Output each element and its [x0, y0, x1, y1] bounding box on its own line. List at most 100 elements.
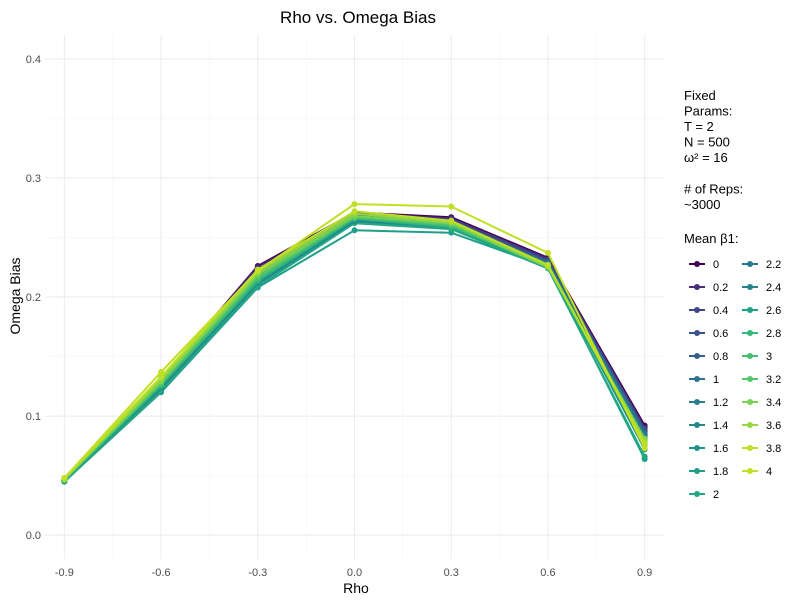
side-text-line: ~3000 — [684, 197, 721, 212]
data-point — [158, 373, 165, 380]
y-tick-label: 0.1 — [26, 411, 41, 423]
legend-label: 1 — [713, 374, 719, 386]
data-point — [158, 369, 165, 376]
x-tick-label: 0.9 — [637, 567, 652, 579]
legend-item-1.4: 1.4 — [689, 420, 728, 432]
x-tick-label: 0.3 — [444, 567, 459, 579]
y-tick-label: 0.3 — [26, 173, 41, 185]
data-point — [448, 217, 455, 224]
data-point — [448, 203, 455, 210]
legend-item-3.2: 3.2 — [742, 374, 781, 386]
legend-item-0.4: 0.4 — [689, 305, 728, 317]
x-tick-label: -0.9 — [55, 567, 74, 579]
side-text-line: Params: — [684, 104, 732, 119]
chart-title: Rho vs. Omega Bias — [280, 8, 436, 27]
legend-key-point — [747, 376, 753, 382]
legend-item-1.2: 1.2 — [689, 397, 728, 409]
side-text-line: # of Reps: — [684, 182, 743, 197]
legend-item-0: 0 — [689, 259, 719, 271]
legend-item-1: 1 — [689, 374, 719, 386]
legend-item-2.2: 2.2 — [742, 259, 781, 271]
data-point — [351, 201, 358, 208]
grid — [45, 35, 664, 559]
legend-label: 3 — [766, 351, 772, 363]
legend-label: 1.2 — [713, 397, 728, 409]
x-tick-label: -0.6 — [152, 567, 171, 579]
data-point — [61, 475, 68, 482]
legend-label: 2.6 — [766, 305, 781, 317]
legend-key-point — [694, 353, 700, 359]
legend-item-2.8: 2.8 — [742, 328, 781, 340]
legend-label: 0.4 — [713, 305, 728, 317]
side-text-line: T = 2 — [684, 119, 714, 134]
legend-key-point — [747, 307, 753, 313]
data-point — [544, 249, 551, 256]
legend-key-point — [747, 422, 753, 428]
y-tick-label: 0.2 — [26, 292, 41, 304]
data-point — [544, 261, 551, 268]
legend-key-point — [747, 445, 753, 451]
legend-item-2: 2 — [689, 489, 719, 501]
x-tick-label: 0.6 — [540, 567, 555, 579]
legend-key-point — [694, 468, 700, 474]
legend-key-point — [694, 491, 700, 497]
x-tick-label: -0.3 — [248, 567, 267, 579]
legend-key-point — [747, 468, 753, 474]
legend-key-point — [747, 261, 753, 267]
legend-item-0.8: 0.8 — [689, 351, 728, 363]
legend-key-point — [747, 330, 753, 336]
legend-key-point — [694, 399, 700, 405]
legend-label: 1.6 — [713, 443, 728, 455]
y-axis-title: Omega Bias — [7, 257, 23, 334]
series-4 — [61, 201, 648, 482]
legend-item-2.4: 2.4 — [742, 282, 781, 294]
legend-label: 3.2 — [766, 374, 781, 386]
legend-item-0.6: 0.6 — [689, 328, 728, 340]
legend-item-4: 4 — [742, 466, 772, 478]
x-axis-ticks: -0.9 -0.6 -0.3 0.0 0.3 0.6 0.9 — [55, 567, 652, 579]
legend-label: 3.8 — [766, 443, 781, 455]
legend-item-3: 3 — [742, 351, 772, 363]
data-point — [254, 267, 261, 274]
legend-item-3.4: 3.4 — [742, 397, 781, 409]
data-point — [641, 445, 648, 452]
legend-label: 2.4 — [766, 282, 781, 294]
legend-label: 0.6 — [713, 328, 728, 340]
y-tick-label: 0.0 — [26, 530, 41, 542]
data-point — [351, 208, 358, 215]
legend-key-point — [694, 261, 700, 267]
x-tick-label: 0.0 — [347, 567, 362, 579]
legend-item-2.6: 2.6 — [742, 305, 781, 317]
legend-label: 0 — [713, 259, 719, 271]
legend-key-point — [694, 422, 700, 428]
legend-label: 1.4 — [713, 420, 728, 432]
legend-item-1.8: 1.8 — [689, 466, 728, 478]
x-axis-title: Rho — [343, 580, 369, 596]
legend-key-point — [747, 399, 753, 405]
legend-label: 2 — [713, 489, 719, 501]
legend-key-point — [747, 353, 753, 359]
data-point — [351, 227, 358, 234]
series-group — [61, 201, 648, 485]
side-text-line: Fixed — [684, 88, 716, 103]
side-text-line: N = 500 — [684, 135, 730, 150]
legend-key-point — [694, 330, 700, 336]
legend-label: 0.2 — [713, 282, 728, 294]
legend-label: 1.8 — [713, 466, 728, 478]
legend-item-3.8: 3.8 — [742, 443, 781, 455]
legend: 0 0.2 0.4 0.6 0.8 1 1.2 1.4 1.6 1.8 2 2.2 2.4 2.6 2.8 3… — [689, 259, 781, 501]
legend-key-point — [694, 284, 700, 290]
legend-label: 3.4 — [766, 397, 781, 409]
legend-title: Mean β1: — [684, 231, 738, 246]
legend-key-point — [694, 376, 700, 382]
legend-item-0.2: 0.2 — [689, 282, 728, 294]
side-text-line: ω² = 16 — [684, 150, 728, 165]
data-point — [641, 453, 648, 460]
legend-item-3.6: 3.6 — [742, 420, 781, 432]
y-axis-ticks: 0.0 0.1 0.2 0.3 0.4 — [26, 54, 41, 542]
legend-key-point — [694, 445, 700, 451]
legend-item-1.6: 1.6 — [689, 443, 728, 455]
legend-key-point — [747, 284, 753, 290]
